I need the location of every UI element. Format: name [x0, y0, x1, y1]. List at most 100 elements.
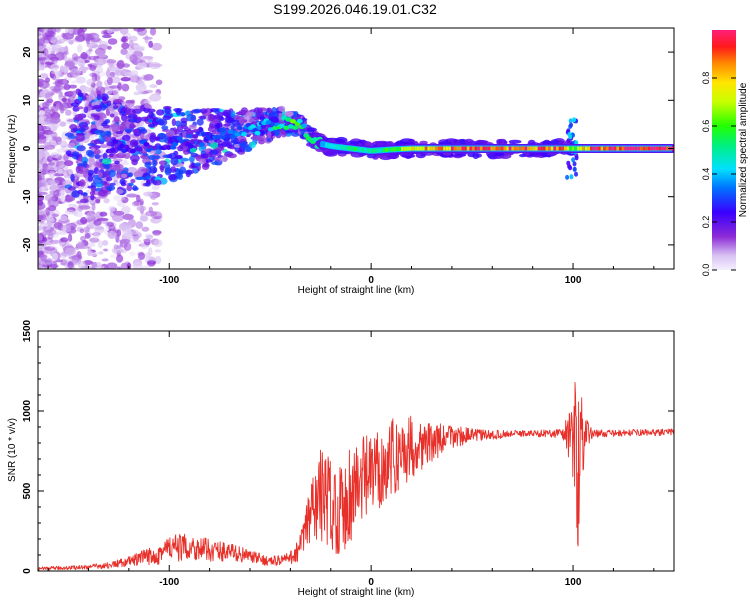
ridge-core-segment — [506, 146, 509, 151]
spectrogram-blob — [179, 166, 187, 174]
spectrogram-blob — [63, 153, 69, 162]
ridge-core-segment — [532, 146, 535, 151]
spectrogram-ridge-blob — [290, 119, 296, 124]
ridge-core-segment — [398, 147, 401, 152]
ridge-core-segment — [550, 146, 554, 151]
spectrogram-blob — [147, 123, 156, 128]
spectrogram-blob — [106, 222, 115, 227]
snr-ytick-label: 1000 — [22, 399, 33, 422]
spectrogram-blob — [51, 74, 57, 81]
spectrogram-blob — [51, 39, 63, 45]
spectrogram-blob — [94, 265, 105, 269]
spectrogram-blob — [44, 92, 53, 101]
spectrogram-blob — [72, 254, 78, 262]
ridge-core-segment — [459, 146, 462, 151]
spectrogram-blob — [109, 85, 120, 89]
spectrogram-blob — [71, 257, 82, 265]
spectrogram-blob — [108, 84, 120, 91]
spectrogram-blob — [146, 260, 157, 265]
spectrogram-blob — [293, 112, 298, 119]
spectrogram-blob — [135, 116, 143, 121]
spectrogram-ridge-blob — [227, 129, 234, 134]
spectrogram-blob — [74, 35, 86, 42]
spectrogram-ridge-blob — [201, 132, 208, 137]
ridge-core-segment — [319, 141, 323, 146]
spectrogram-blob — [132, 261, 143, 269]
spectrogram-blob — [99, 144, 108, 149]
spectrogram-blob — [92, 253, 98, 258]
spectrogram-blob — [92, 104, 102, 110]
ridge-core-segment — [361, 147, 365, 152]
spectrogram-blob — [53, 85, 61, 94]
ridge-core-segment — [451, 146, 454, 151]
spectrogram-ridge-blob — [265, 120, 272, 125]
spectrogram-blob — [80, 198, 89, 204]
ridge-core-segment — [603, 146, 606, 151]
spectrogram-blob — [94, 167, 99, 175]
spectrogram-blob — [130, 239, 142, 243]
spectrogram-blob — [38, 104, 41, 112]
snr-ytick-label: 0 — [22, 568, 33, 574]
spectrogram-blob — [114, 160, 120, 165]
spectrogram-ytick-label: -20 — [22, 237, 33, 252]
spectrogram-blob — [154, 249, 162, 253]
spectrogram-blob — [43, 141, 51, 146]
spectrogram-blob — [121, 134, 131, 142]
spectrogram-blob — [151, 202, 159, 206]
ridge-core-segment — [619, 146, 622, 151]
spectrogram-blob — [226, 118, 237, 123]
ridge-core-segment — [595, 146, 598, 151]
ridge-core-segment — [338, 145, 341, 150]
spectrogram-blob — [66, 119, 75, 122]
spectrogram-blob — [100, 104, 107, 111]
ridge-core-segment — [385, 147, 388, 152]
spectrogram-blob — [249, 141, 256, 149]
spectrogram-blob — [65, 150, 72, 156]
spectrogram-blob — [40, 254, 47, 262]
spectrogram-blob — [72, 254, 83, 261]
ridge-core-segment — [382, 148, 386, 152]
spectrogram-blob — [99, 40, 108, 48]
spectrogram-blob — [140, 213, 148, 222]
ridge-core-segment — [616, 146, 619, 151]
ridge-core-segment — [448, 146, 451, 151]
spectrogram-blob — [38, 235, 43, 241]
spectrogram-blob — [215, 122, 221, 129]
spectrogram-blob — [109, 113, 115, 118]
spectrogram-blob — [45, 77, 50, 83]
ridge-core-segment — [634, 146, 638, 151]
spectrogram-blob — [224, 151, 234, 157]
spectrogram-blob — [574, 155, 579, 161]
spectrogram-blob — [136, 194, 141, 203]
ridge-core-segment — [346, 146, 349, 150]
spectrogram-blob — [131, 201, 140, 207]
spectrogram-blob — [59, 215, 68, 222]
spectrogram-blob — [190, 152, 199, 158]
spectrogram-blob — [107, 170, 116, 178]
ridge-core-segment — [590, 146, 593, 151]
spectrogram-blob — [94, 34, 100, 40]
ridge-core-segment — [435, 146, 438, 151]
spectrogram-blob — [62, 180, 73, 186]
ridge-core-segment — [422, 146, 425, 151]
spectrogram-blob — [38, 45, 44, 51]
ridge-core-segment — [495, 146, 499, 151]
spectrogram-blob — [148, 166, 158, 174]
spectrogram-blob — [144, 34, 149, 44]
spectrogram-blob — [143, 191, 153, 197]
ridge-core-segment — [419, 146, 422, 151]
spectrogram-blob — [95, 182, 104, 188]
spectrogram-blob — [547, 152, 557, 156]
colorbar-tick-label: 0.8 — [701, 72, 711, 85]
ridge-core-segment — [577, 146, 580, 151]
spectrogram-blob — [98, 54, 108, 58]
spectrogram-blob — [121, 205, 131, 213]
spectrogram-blob — [42, 264, 53, 268]
spectrogram-ridge-blob — [278, 123, 285, 128]
spectrogram-blob — [140, 168, 150, 173]
spectrogram-blob — [200, 153, 209, 159]
spectrogram-blob — [38, 153, 43, 161]
spectrogram-blob — [145, 175, 152, 180]
spectrogram-blob — [109, 123, 119, 130]
spectrogram-ridge-blob — [187, 144, 194, 149]
